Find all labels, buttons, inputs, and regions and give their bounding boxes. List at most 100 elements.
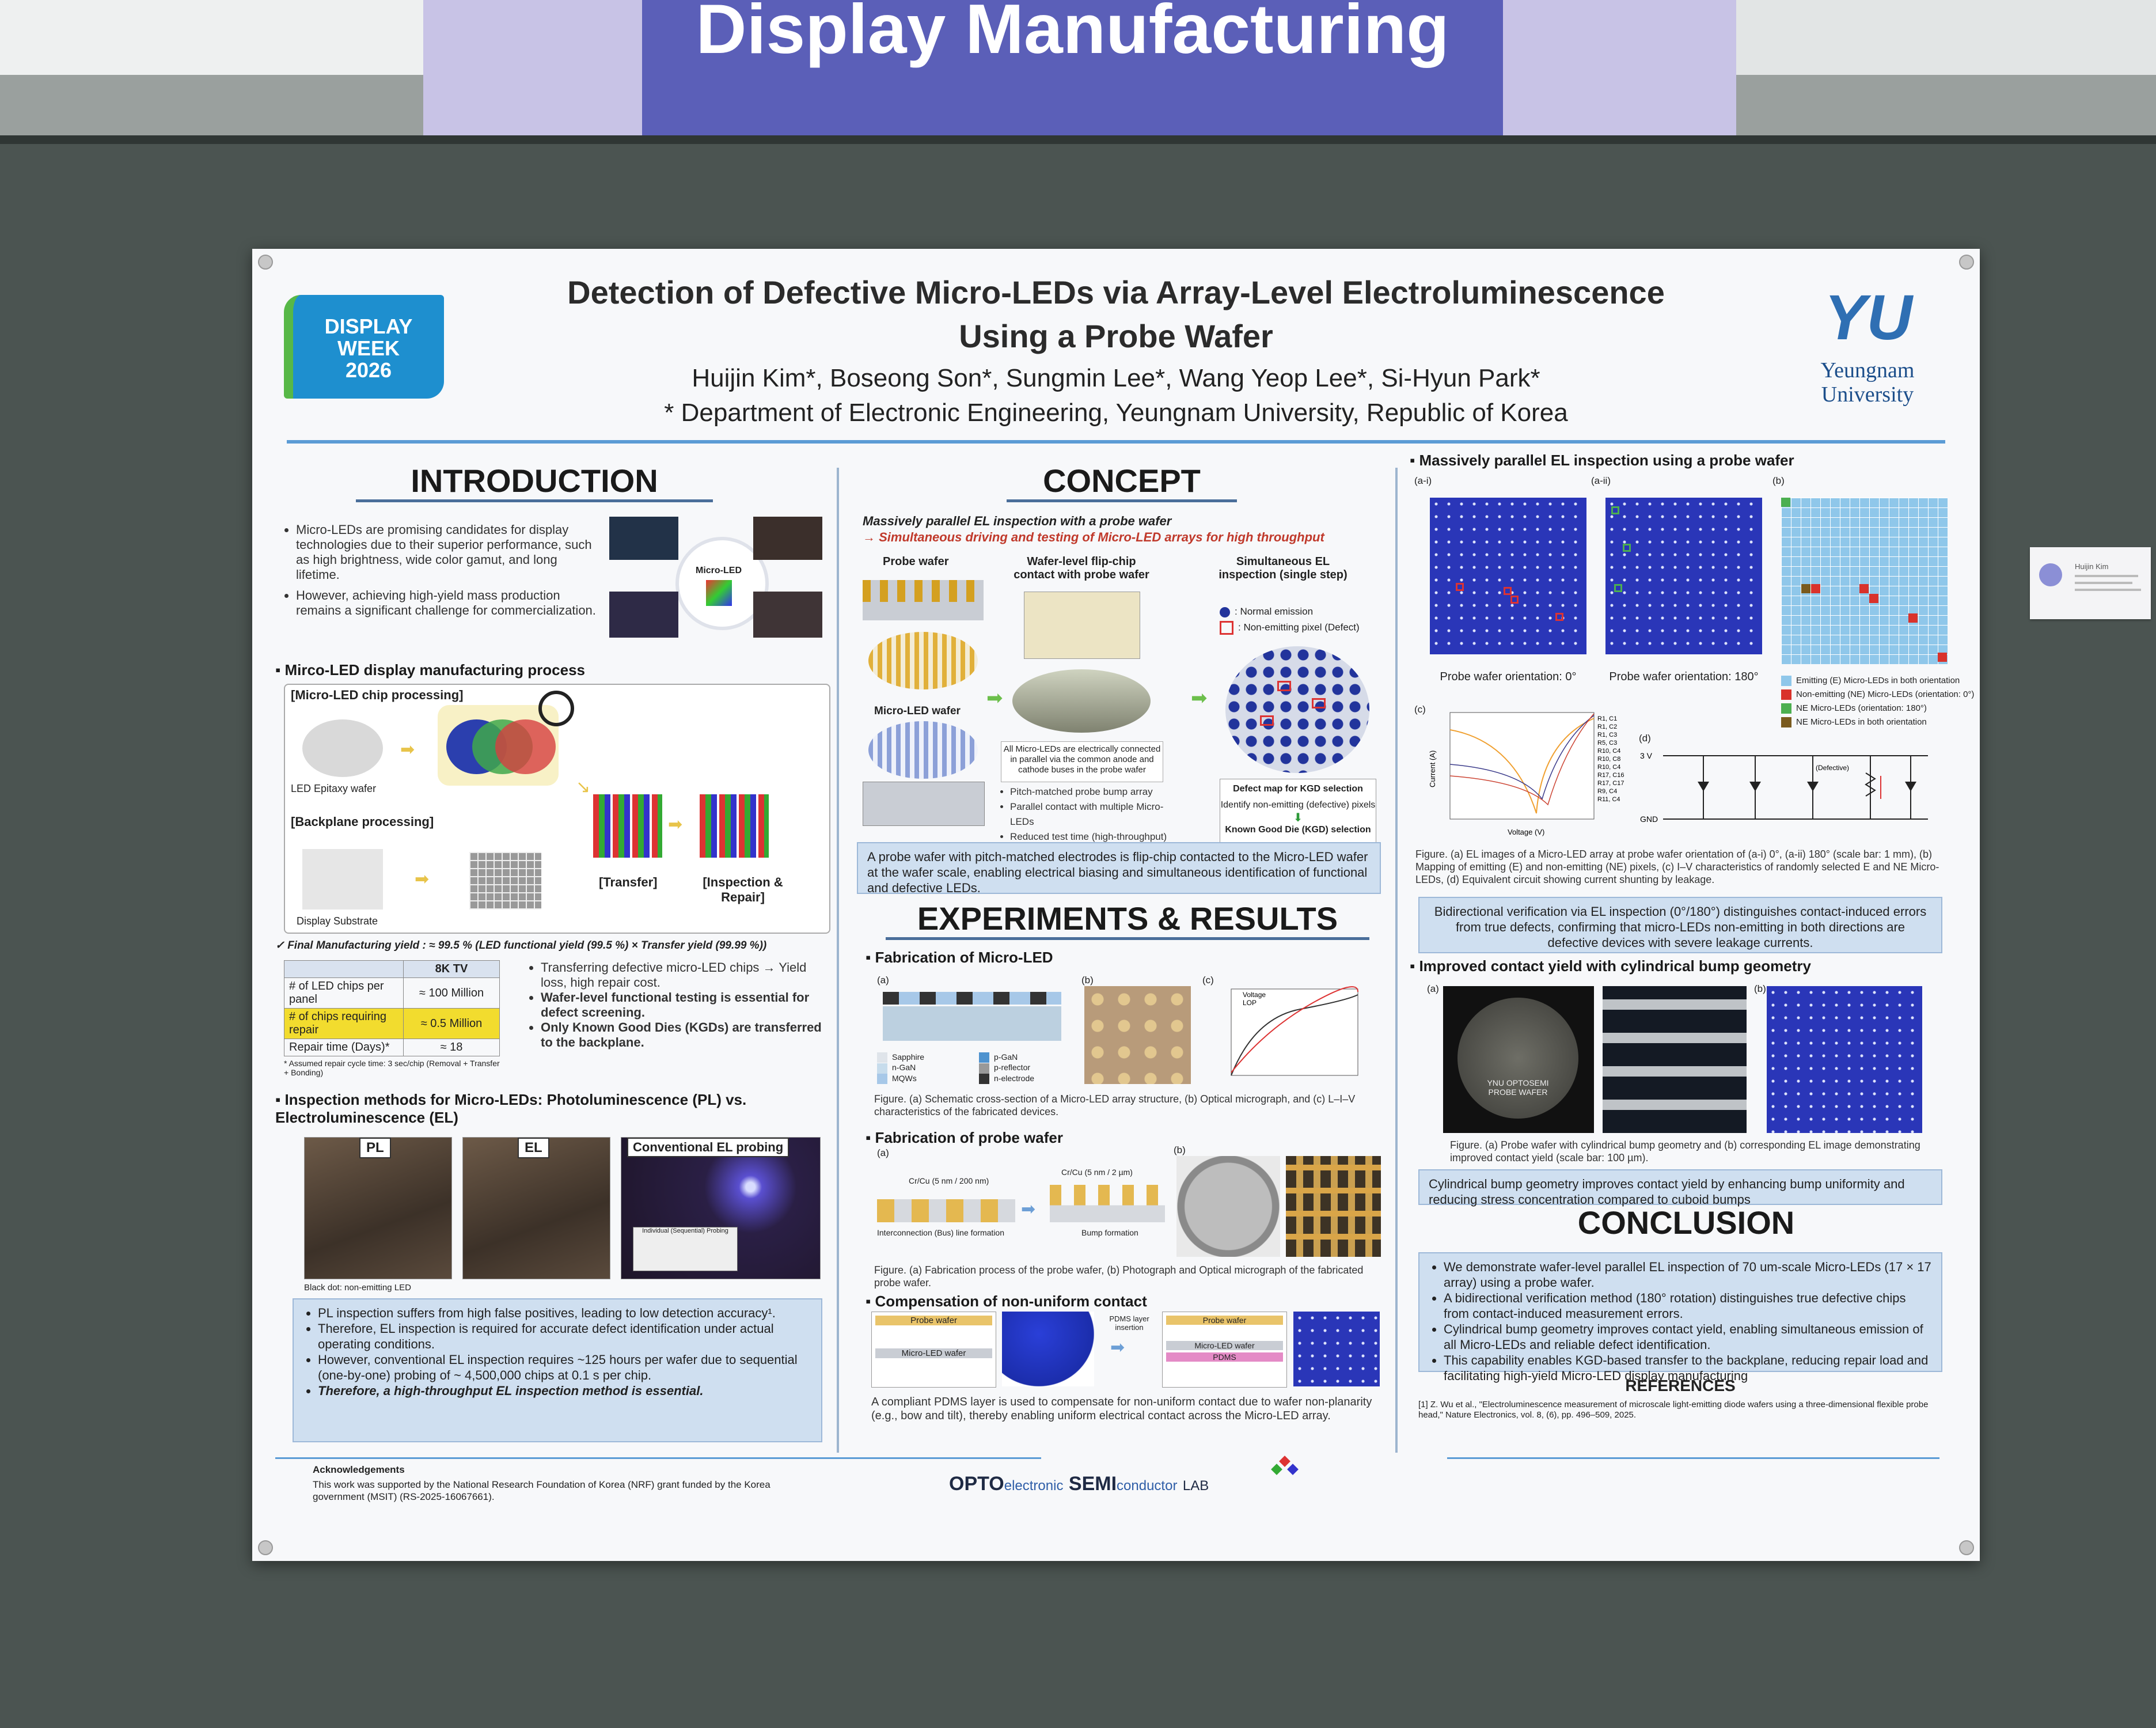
pl-el-summary-box: PL inspection suffers from high false po… [293, 1298, 822, 1442]
bidirectional-box: Bidirectional verification via EL inspec… [1418, 897, 1942, 953]
el-label: EL [518, 1138, 549, 1158]
arrow-icon: ➡ [400, 740, 415, 759]
kgd-box: Defect map for KGD selection Identify no… [1220, 779, 1376, 852]
fig3-caption: Figure. (a) EL images of a Micro-LED arr… [1415, 848, 1939, 885]
col-label: Wafer-level flip-chip contact with probe… [1014, 555, 1149, 581]
kgd-title: Defect map for KGD selection [1233, 784, 1363, 794]
defect-marker [1623, 544, 1631, 552]
flipchip-note: All Micro-LEDs are electrically connecte… [1001, 741, 1163, 782]
side-bullet: Transferring defective micro-LED chips →… [541, 960, 825, 990]
normal-dot-icon [1220, 607, 1230, 617]
arrow-icon: ➡ [1110, 1338, 1125, 1357]
summary-bullet: Therefore, a high-throughput EL inspecti… [318, 1383, 812, 1399]
defect-marker [1614, 584, 1622, 592]
process-heading: ▪ Mirco-LED display manufacturing proces… [275, 661, 586, 679]
liv-legend: LOP [1243, 999, 1257, 1007]
compensation-heading: ▪ Compensation of non-uniform contact [866, 1293, 1147, 1310]
poster: DISPLAY WEEK 2026 Detection of Defective… [252, 249, 1980, 1561]
diamond-icon [1287, 1464, 1299, 1475]
probe-label: Cr/Cu (5 nm / 2 µm) [1061, 1168, 1133, 1177]
diode-icon [1807, 782, 1819, 791]
feature-item: Parallel contact with multiple Micro-LED… [1010, 799, 1168, 829]
table-cell: ≈ 0.5 Million [403, 1008, 500, 1039]
defect-marker [1611, 506, 1619, 514]
logo-text: University [1821, 382, 1914, 407]
yu-logo-name: Yeungnam University [1801, 358, 1934, 407]
table-cell: # of chips requiring repair [284, 1008, 404, 1039]
comp-label: Micro-LED wafer [875, 1348, 992, 1358]
orientation-label-0: Probe wafer orientation: 0° [1440, 670, 1577, 683]
diamond-icon [1279, 1456, 1290, 1467]
panel-tag: (c) [1202, 975, 1214, 986]
el-image: EL [462, 1137, 610, 1279]
probe-wafer-disc [868, 632, 978, 689]
iv-curve-e [1449, 715, 1595, 800]
map-cell-ne0 [1938, 653, 1947, 662]
conventional-el-image: Conventional EL probing Individual (Sequ… [621, 1137, 821, 1279]
bump-heading: ▪ Improved contact yield with cylindrica… [1410, 957, 1811, 975]
lab-logo-text: conductor [1117, 1478, 1178, 1494]
compensation-text: A compliant PDMS layer is used to compen… [871, 1396, 1372, 1422]
iv-legend: R11, C4 [1597, 796, 1620, 803]
circuit-label: (Defective) [1816, 764, 1849, 772]
layer-label: n-GaN [892, 1063, 916, 1073]
feature-item: Reduced test time (high-throughput) [1010, 829, 1168, 844]
title-line: Using a Probe Wafer [959, 318, 1273, 354]
card-text-line [2075, 589, 2141, 591]
pl-image: PL [304, 1137, 452, 1279]
defect-marker [1260, 715, 1274, 726]
backplane-label: [Backplane processing] [291, 814, 434, 829]
iv-legend: R17, C17 [1597, 780, 1624, 787]
reference-1: [1] Z. Wu et al., "Electroluminescence m… [1418, 1400, 1929, 1420]
column-divider [837, 468, 839, 1453]
yu-logo-mark: YU [1824, 282, 1912, 353]
legend-text: Emitting (E) Micro-LEDs in both orientat… [1796, 676, 1960, 685]
microled-wafer-disc [868, 721, 978, 779]
iv-legend: R1, C2 [1597, 723, 1617, 730]
intro-bullets: Micro-LEDs are promising candidates for … [281, 522, 603, 618]
concept-heading: CONCEPT [1007, 462, 1237, 502]
summary-bullet: Therefore, EL inspection is required for… [318, 1321, 812, 1352]
side-bullets: Transferring defective micro-LED chips →… [526, 960, 825, 1050]
pin [258, 1540, 273, 1555]
legend-swatch [1781, 717, 1791, 728]
bump-heading-text: Improved contact yield with cylindrical … [1419, 957, 1811, 975]
conclusion-bullet: A bidirectional verification method (180… [1444, 1290, 1932, 1321]
side-bullet: Wafer-level functional testing is essent… [541, 990, 825, 1020]
iv-ylabel: Current (A) [1428, 751, 1437, 787]
bus-line-step [877, 1199, 1015, 1222]
ack-text: This work was supported by the National … [313, 1479, 770, 1502]
legend-swatch [979, 1063, 989, 1074]
table-cell: # of LED chips per panel [284, 977, 404, 1009]
authors: Huijin Kim*, Boseong Son*, Sungmin Lee*,… [692, 364, 1540, 392]
legend-swatch [877, 1052, 887, 1063]
panel-tag: (b) [1754, 983, 1766, 994]
app-photo [753, 592, 822, 638]
arrow-icon: ➡ [986, 687, 1003, 709]
legend-swatch [1781, 703, 1791, 714]
diode-icon [1698, 782, 1709, 791]
panel-tag: (a) [877, 975, 889, 986]
side-bullet: Only Known Good Dies (KGDs) are transfer… [541, 1020, 825, 1050]
iv-legend: R10, C8 [1597, 756, 1620, 763]
panel-tag: (a) [1427, 983, 1439, 994]
col-label: Simultaneous EL inspection (single step) [1219, 555, 1348, 581]
legend-swatch [979, 1073, 989, 1084]
title-line: Detection of Defective Micro-LEDs via Ar… [567, 274, 1665, 310]
bump-el-image [1767, 986, 1922, 1133]
introduction-heading: INTRODUCTION [356, 462, 713, 502]
probe-wafer-drawing [863, 580, 984, 620]
table-header: 8K TV [403, 960, 500, 978]
comp-label: Probe wafer [1166, 1316, 1283, 1325]
iv-chart: Voltage (V) Current (A) R1, C1 R1, C2 R1… [1428, 712, 1624, 836]
probe-label: Cr/Cu (5 nm / 200 nm) [909, 1176, 989, 1185]
layer-legend: Sapphire n-GaN MQWs p-GaN p-reflector n-… [877, 1052, 1073, 1084]
kgd-step: Identify non-emitting (defective) pixels [1220, 800, 1376, 810]
arrow-icon: ↘ [576, 778, 591, 797]
card-text-line [2075, 582, 2132, 584]
transfer-array [593, 794, 662, 858]
microled-wafer-drawing [863, 782, 985, 826]
bump-summary-box: Cylindrical bump geometry improves conta… [1418, 1169, 1942, 1207]
pin [1959, 255, 1974, 270]
conclusion-bullet: We demonstrate wafer-level parallel EL i… [1444, 1259, 1932, 1290]
